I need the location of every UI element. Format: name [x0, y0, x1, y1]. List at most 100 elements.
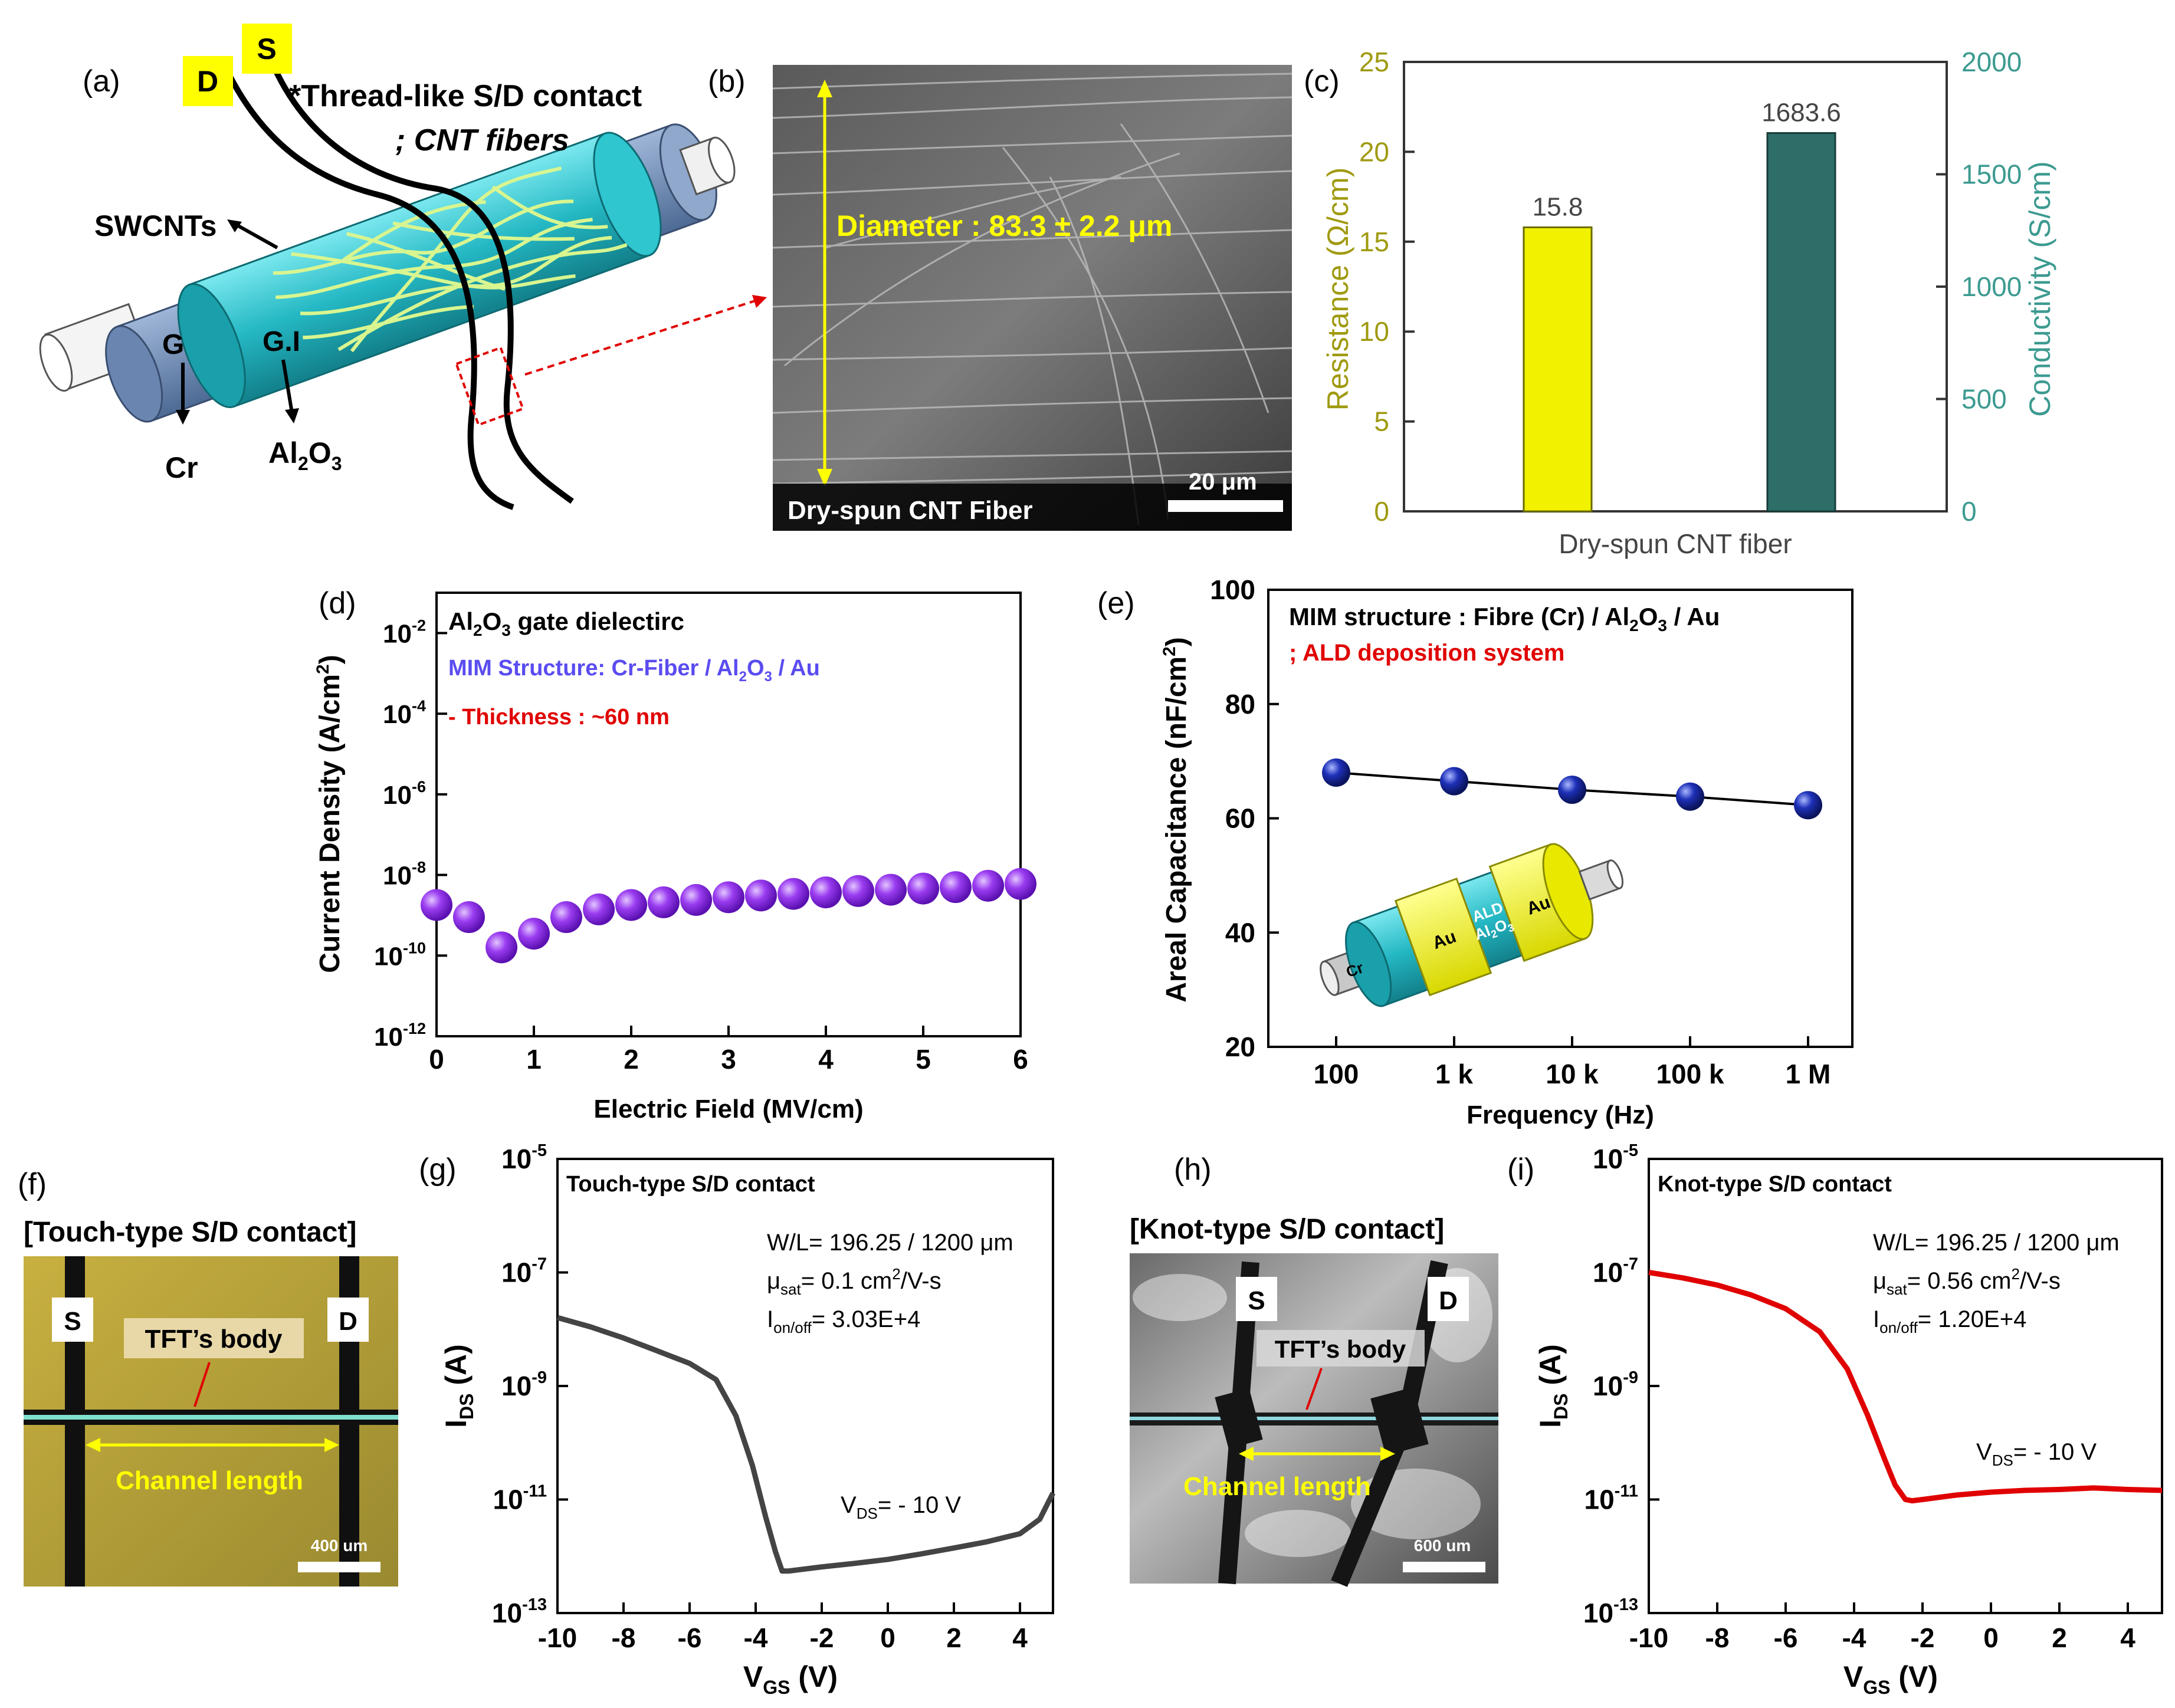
chart-c-ylabel-right: Conductivity (S/cm)	[2023, 161, 2056, 416]
d-data-point	[778, 878, 810, 910]
knot-s-label: S	[1248, 1286, 1265, 1315]
drain-wire	[224, 69, 514, 510]
g-x-tick-label: -8	[612, 1622, 636, 1653]
chart-g-wl: W/L= 196.25 / 1200 μm	[767, 1230, 1013, 1256]
d-x-tick-label: 4	[818, 1044, 834, 1075]
g-x-tick-label: -10	[538, 1622, 577, 1653]
e-data-point	[1794, 791, 1822, 820]
i-y-tick-label: 10-9	[1593, 1368, 1638, 1401]
i-y-tick-label: 10-5	[1593, 1141, 1638, 1174]
d-data-point	[875, 873, 907, 906]
sem-fiber-texture	[772, 73, 1292, 525]
c-right-tick-label: 2000	[1961, 47, 2022, 77]
d-data-point	[583, 893, 615, 925]
d-y-tick-label: 10-4	[383, 697, 426, 729]
panel-d-label: (d)	[319, 586, 356, 620]
chart-d-ylabel: Current Density (A/cm2)	[313, 655, 346, 973]
d-x-tick-label: 0	[429, 1044, 444, 1075]
chart-c-frame	[1403, 61, 1948, 513]
d-data-point	[452, 901, 485, 934]
chart-i-onoff: Ion/off= 1.20E+4	[1873, 1306, 2026, 1336]
panel-d: (d) 0 1 2 3 4 5 6 10-2 10-4 10-6 10-8 10-10 10-12 Al…	[313, 586, 1036, 1124]
c-left-tick-label: 15	[1359, 226, 1389, 257]
gate-label: G	[162, 329, 184, 360]
bar-resistance-label: 15.8	[1533, 192, 1583, 221]
d-y-tick-label: 10-2	[383, 616, 426, 648]
e-data-point	[1676, 782, 1704, 811]
panel-a: (a)	[39, 24, 767, 510]
d-y-tick-label: 10-10	[374, 939, 426, 971]
d-x-tick-label: 2	[624, 1044, 639, 1075]
i-x-tick-label: -8	[1705, 1622, 1730, 1653]
chart-d-axes: 0 1 2 3 4 5 6 10-2 10-4 10-6 10-8 10-10 10-12	[374, 616, 1028, 1075]
d-data-point	[485, 931, 518, 964]
chart-i-wl: W/L= 196.25 / 1200 μm	[1873, 1230, 2120, 1256]
knot-scale-label: 600 um	[1414, 1536, 1471, 1555]
e-y-tick-label: 80	[1225, 689, 1255, 720]
chart-e-points	[1322, 758, 1822, 820]
g-y-tick-label: 10-11	[493, 1482, 547, 1515]
d-y-tick-label: 10-6	[383, 778, 426, 810]
g-x-tick-label: 2	[946, 1622, 962, 1653]
chart-d-title: Al2O3 gate dielectirc	[448, 607, 684, 639]
e-x-tick-label: 1 k	[1435, 1059, 1473, 1089]
i-x-tick-label: 4	[2120, 1622, 2135, 1653]
c-left-tick-label: 25	[1359, 47, 1389, 77]
knot-d-label: D	[1439, 1286, 1458, 1315]
d-data-point	[1005, 868, 1036, 900]
chart-g-xlabel: VGS (V)	[743, 1660, 838, 1698]
fiber-device-illustration: D S *Thread-like S/D contact ; CNT fiber…	[39, 24, 767, 510]
e-data-point	[1322, 758, 1350, 787]
d-x-tick-label: 5	[916, 1044, 931, 1075]
g-x-tick-label: -4	[744, 1622, 768, 1653]
touch-s-label: S	[64, 1307, 81, 1336]
touch-scale-label: 400 um	[311, 1536, 368, 1555]
g-y-tick-label: 10-7	[501, 1255, 547, 1288]
chart-e-ylabel: Areal Capacitance (nF/cm2)	[1160, 637, 1192, 1003]
chart-e-subtitle: ; ALD deposition system	[1289, 640, 1564, 666]
gate-insulator-label: G.I	[263, 326, 300, 357]
i-x-tick-label: 2	[2052, 1622, 2067, 1653]
d-data-point	[518, 918, 550, 950]
panel-b: (b) Diameter : 83.3 ± 2.2 μm Dry-spun CN…	[708, 64, 1292, 531]
chart-d-thickness: - Thickness : ~60 nm	[448, 705, 670, 730]
c-right-tick-label: 500	[1961, 384, 2007, 415]
g-x-tick-label: 0	[880, 1622, 895, 1653]
panel-a-label: (a)	[83, 64, 120, 98]
i-y-tick-label: 10-13	[1583, 1595, 1638, 1628]
d-data-point	[421, 889, 452, 921]
i-x-tick-label: -4	[1842, 1622, 1866, 1653]
chart-g-mobility: μsat= 0.1 cm2/V-s	[767, 1265, 941, 1298]
cnt-fibers-caption: ; CNT fibers	[395, 123, 569, 157]
d-data-point	[972, 869, 1005, 902]
chart-i-title: Knot-type S/D contact	[1658, 1172, 1892, 1197]
chart-e-title: MIM structure : Fibre (Cr) / Al2O3 / Au	[1289, 603, 1720, 635]
g-y-tick-label: 10-9	[501, 1368, 547, 1401]
chromium-label: Cr	[165, 451, 198, 484]
panel-f: (f) [Touch-type S/D contact] S D TFT’s b…	[18, 1167, 398, 1587]
chart-d-mim-structure: MIM Structure: Cr-Fiber / Al2O3 / Au	[448, 656, 820, 685]
c-left-tick-label: 0	[1374, 496, 1389, 527]
c-right-tick-label: 1500	[1961, 159, 2022, 190]
swcnt-network	[273, 166, 628, 353]
chart-g-onoff: Ion/off= 3.03E+4	[767, 1306, 920, 1336]
d-y-tick-label: 10-8	[383, 859, 426, 891]
d-data-point	[550, 901, 582, 934]
chart-c-xlabel: Dry-spun CNT fiber	[1559, 528, 1792, 559]
bar-resistance	[1523, 226, 1593, 513]
e-x-tick-label: 100 k	[1656, 1059, 1724, 1089]
panel-f-title: [Touch-type S/D contact]	[24, 1217, 356, 1248]
panel-h-title: [Knot-type S/D contact]	[1130, 1214, 1444, 1245]
chart-i-axes: -10 -8 -6 -4 -2 0 2 4 10-5 10-7 10-9 10-11 10-13	[1583, 1141, 2135, 1653]
panel-e-label: (e)	[1097, 586, 1135, 620]
bar-conductivity	[1766, 132, 1836, 513]
panel-c-label: (c)	[1304, 64, 1340, 98]
e-y-tick-label: 20	[1225, 1032, 1255, 1062]
d-data-point	[842, 875, 874, 907]
i-x-tick-label: -6	[1774, 1622, 1798, 1653]
e-y-tick-label: 100	[1210, 574, 1255, 605]
e-x-tick-label: 1 M	[1786, 1059, 1831, 1089]
c-right-tick-label: 0	[1961, 496, 1977, 527]
g-x-tick-label: -2	[810, 1622, 834, 1653]
c-left-tick-label: 5	[1374, 406, 1389, 437]
